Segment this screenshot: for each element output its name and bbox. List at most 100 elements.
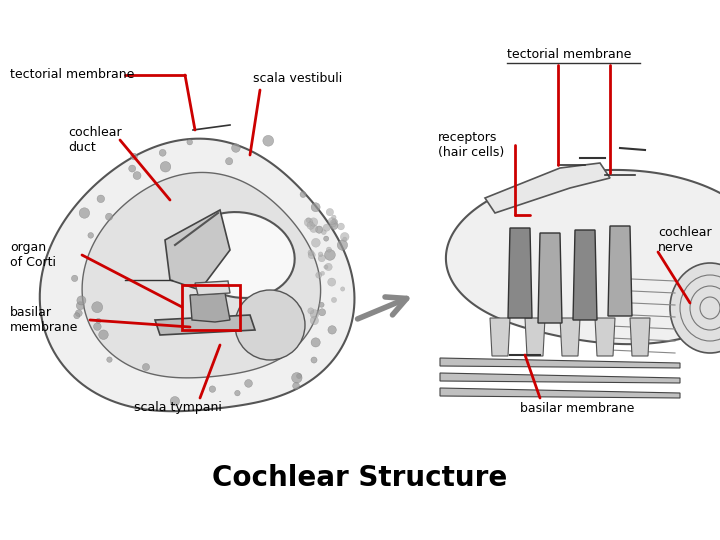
Text: tectorial membrane: tectorial membrane: [10, 69, 135, 82]
Circle shape: [187, 139, 192, 145]
Circle shape: [324, 265, 328, 269]
Circle shape: [309, 218, 318, 226]
Circle shape: [288, 321, 297, 330]
Text: scala tympani: scala tympani: [134, 402, 222, 415]
Ellipse shape: [185, 212, 294, 298]
Circle shape: [311, 338, 320, 347]
Text: organ
of Corti: organ of Corti: [10, 241, 56, 269]
Circle shape: [331, 298, 337, 302]
Circle shape: [343, 237, 347, 241]
Circle shape: [292, 320, 297, 325]
Circle shape: [209, 386, 216, 393]
Polygon shape: [630, 318, 650, 356]
Circle shape: [311, 238, 320, 247]
Ellipse shape: [670, 263, 720, 353]
Circle shape: [225, 158, 233, 165]
Circle shape: [310, 316, 318, 325]
Circle shape: [341, 287, 345, 291]
Circle shape: [318, 309, 325, 316]
Circle shape: [311, 202, 320, 212]
Circle shape: [159, 150, 166, 156]
Text: cochlear
duct: cochlear duct: [68, 126, 122, 154]
Circle shape: [307, 308, 314, 314]
Circle shape: [305, 218, 312, 227]
Circle shape: [91, 302, 103, 313]
Text: Cochlear Structure: Cochlear Structure: [212, 464, 508, 492]
Circle shape: [73, 313, 80, 319]
Polygon shape: [573, 230, 597, 320]
Circle shape: [94, 323, 102, 330]
Polygon shape: [195, 281, 230, 295]
Circle shape: [293, 305, 302, 313]
Circle shape: [297, 374, 302, 379]
Circle shape: [326, 247, 331, 252]
Circle shape: [306, 218, 311, 222]
Circle shape: [323, 224, 330, 231]
Circle shape: [328, 326, 336, 334]
Circle shape: [330, 220, 337, 227]
Circle shape: [88, 233, 94, 238]
Polygon shape: [560, 318, 580, 356]
Circle shape: [131, 153, 138, 160]
Circle shape: [319, 302, 324, 307]
Circle shape: [315, 226, 323, 233]
Circle shape: [96, 318, 101, 323]
Circle shape: [310, 225, 318, 233]
Text: scala vestibuli: scala vestibuli: [253, 71, 342, 84]
Circle shape: [289, 309, 297, 317]
Circle shape: [105, 213, 112, 220]
Polygon shape: [538, 233, 562, 323]
Text: basilar membrane: basilar membrane: [520, 402, 634, 415]
Circle shape: [308, 252, 315, 259]
Polygon shape: [440, 358, 680, 368]
Circle shape: [318, 255, 325, 262]
Circle shape: [76, 302, 84, 309]
Circle shape: [232, 144, 240, 152]
Polygon shape: [165, 210, 230, 290]
Circle shape: [97, 195, 104, 202]
Polygon shape: [155, 315, 255, 335]
Circle shape: [310, 309, 319, 319]
Polygon shape: [440, 373, 680, 383]
Circle shape: [235, 390, 240, 396]
Circle shape: [170, 396, 179, 406]
Polygon shape: [40, 139, 354, 411]
Circle shape: [99, 330, 108, 340]
Circle shape: [321, 230, 326, 235]
Circle shape: [328, 218, 336, 225]
Circle shape: [330, 221, 338, 229]
Circle shape: [245, 380, 253, 387]
Text: basilar
membrane: basilar membrane: [10, 306, 78, 334]
Circle shape: [325, 249, 336, 260]
Circle shape: [76, 310, 82, 316]
Circle shape: [79, 208, 89, 218]
Circle shape: [315, 272, 322, 278]
Polygon shape: [440, 388, 680, 398]
Text: receptors
(hair cells): receptors (hair cells): [438, 131, 504, 159]
Circle shape: [311, 357, 317, 363]
Polygon shape: [446, 170, 720, 344]
Circle shape: [307, 222, 315, 230]
Circle shape: [292, 373, 302, 383]
Circle shape: [341, 232, 349, 241]
Circle shape: [333, 220, 338, 224]
Circle shape: [338, 223, 344, 230]
Circle shape: [326, 208, 333, 216]
Circle shape: [325, 263, 332, 271]
Circle shape: [129, 165, 135, 172]
Circle shape: [287, 314, 294, 321]
Polygon shape: [490, 318, 510, 356]
Circle shape: [332, 219, 337, 224]
Circle shape: [282, 309, 289, 316]
Circle shape: [323, 236, 329, 241]
Circle shape: [77, 296, 86, 305]
Circle shape: [289, 301, 295, 308]
Polygon shape: [508, 228, 532, 318]
Circle shape: [300, 191, 306, 198]
Circle shape: [292, 382, 300, 389]
Polygon shape: [485, 163, 610, 213]
Circle shape: [235, 290, 305, 360]
Circle shape: [320, 271, 325, 275]
Circle shape: [308, 249, 314, 255]
Circle shape: [318, 252, 323, 256]
